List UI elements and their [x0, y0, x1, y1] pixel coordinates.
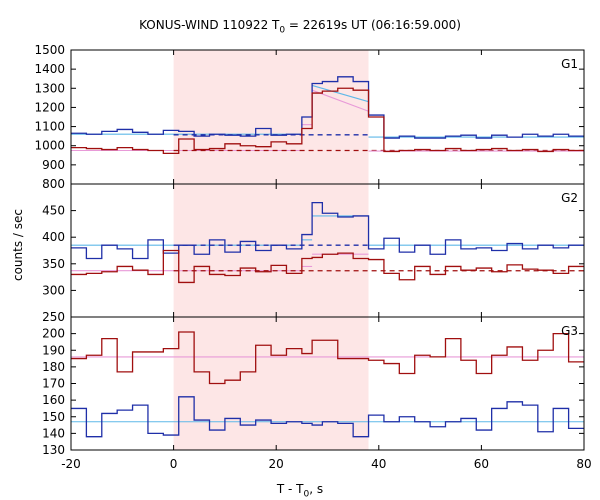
y-tick-label: 150	[42, 410, 65, 424]
g1-series-red-step	[71, 87, 584, 155]
y-tick-label: 1200	[34, 100, 65, 114]
x-tick-label: 80	[576, 457, 591, 471]
y-tick-label: 200	[42, 327, 65, 341]
g3-series-red-step	[71, 331, 584, 385]
y-tick-label: 1100	[34, 120, 65, 134]
y-tick-label: 250	[42, 310, 65, 324]
g1-fit-line	[311, 84, 369, 103]
y-tick-label: 180	[42, 360, 65, 374]
x-tick-label: 0	[170, 457, 178, 471]
y-tick-label: 130	[42, 443, 65, 457]
y-tick-label: 190	[42, 343, 65, 357]
y-tick-label: 140	[42, 426, 65, 440]
y-tick-label: 1300	[34, 81, 65, 95]
chart-title: KONUS-WIND 110922 T0 = 22619s UT (06:16:…	[139, 18, 461, 36]
y-tick-label: 800	[42, 177, 65, 191]
y-tick-label: 350	[42, 257, 65, 271]
y-tick-label: 300	[42, 283, 65, 297]
g2-series-red-step	[71, 249, 584, 284]
y-tick-label: 160	[42, 393, 65, 407]
x-tick-label: 40	[371, 457, 386, 471]
panel-label-g2: G2	[561, 191, 578, 205]
y-tick-label: 450	[42, 204, 65, 218]
y-tick-label: 170	[42, 377, 65, 391]
y-tick-label: 1400	[34, 62, 65, 76]
x-tick-label: 60	[474, 457, 489, 471]
x-tick-label: 20	[269, 457, 284, 471]
y-tick-label: 400	[42, 230, 65, 244]
y-tick-label: 1500	[34, 43, 65, 57]
panel-label-g3: G3	[561, 324, 578, 338]
x-tick-label: -20	[61, 457, 81, 471]
y-axis-label: counts / sec	[11, 209, 25, 282]
x-axis-label: T - T0, s	[276, 482, 324, 500]
y-tick-label: 900	[42, 158, 65, 172]
g3-series-blue-step	[71, 396, 584, 438]
panel-label-g1: G1	[561, 57, 578, 71]
g1-series-blue-step	[71, 76, 584, 139]
y-tick-label: 1000	[34, 139, 65, 153]
g2-series-blue-step	[71, 201, 584, 260]
